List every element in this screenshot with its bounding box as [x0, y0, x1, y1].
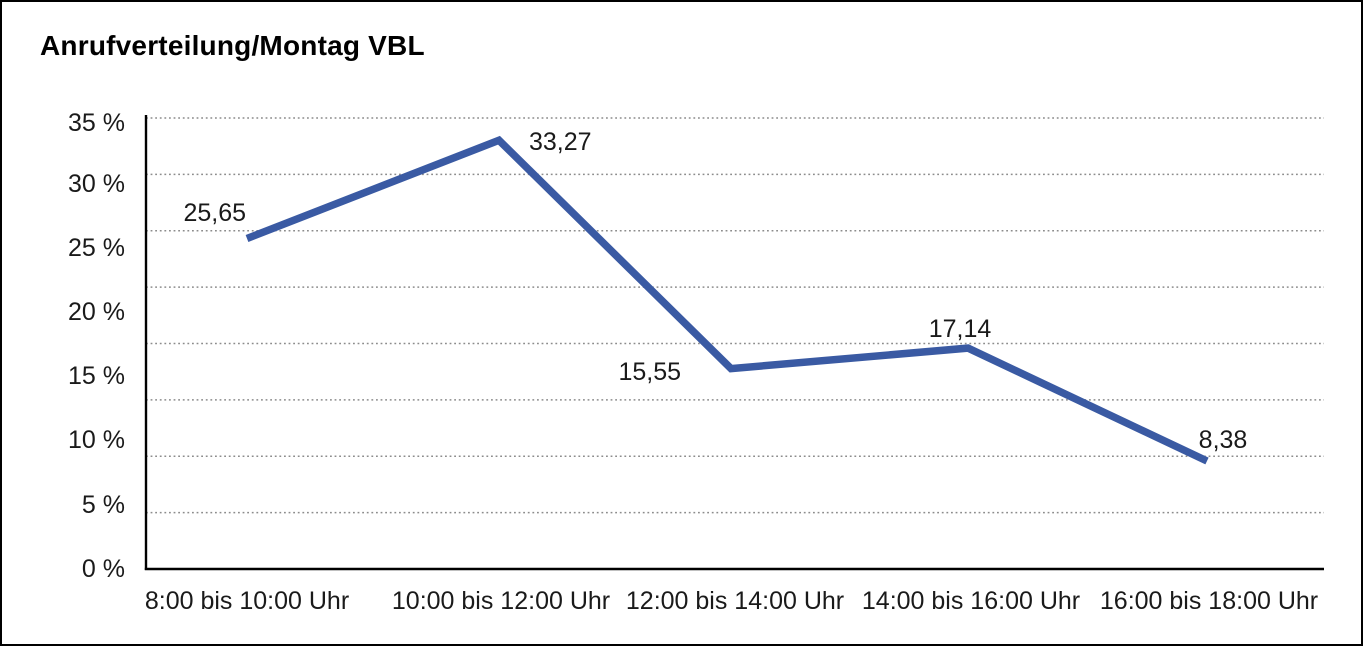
x-axis-category-label: 10:00 bis 12:00 Uhr [391, 587, 611, 615]
data-value-label: 15,55 [618, 358, 681, 386]
gridlines [146, 117, 1324, 514]
y-axis-tick-label: 15 % [68, 362, 125, 390]
y-axis-tick-label: 5 % [81, 491, 125, 519]
x-axis-category-label: 12:00 bis 14:00 Uhr [625, 587, 845, 615]
data-value-label: 25,65 [183, 199, 246, 227]
data-value-label: 17,14 [928, 315, 992, 343]
x-axis-category-label: 8:00 bis 10:00 Uhr [144, 587, 350, 615]
chart-title: Anrufverteilung/Montag VBL [40, 30, 425, 61]
x-axis-category-label: 14:00 bis 16:00 Uhr [861, 587, 1081, 615]
y-axis-tick-label: 30 % [68, 170, 125, 198]
y-axis-tick-label: 20 % [68, 298, 125, 326]
data-value-label: 8,38 [1198, 426, 1248, 454]
data-line [245, 135, 1209, 465]
y-axis-tick-label: 10 % [68, 426, 125, 454]
y-axis-tick-label: 35 % [68, 109, 125, 137]
y-axis-tick-label: 25 % [68, 234, 125, 262]
y-axis-tick-label: 0 % [81, 555, 125, 583]
data-value-label: 33,27 [529, 128, 592, 156]
x-axis-category-label: 16:00 bis 18:00 Uhr [1099, 587, 1319, 615]
